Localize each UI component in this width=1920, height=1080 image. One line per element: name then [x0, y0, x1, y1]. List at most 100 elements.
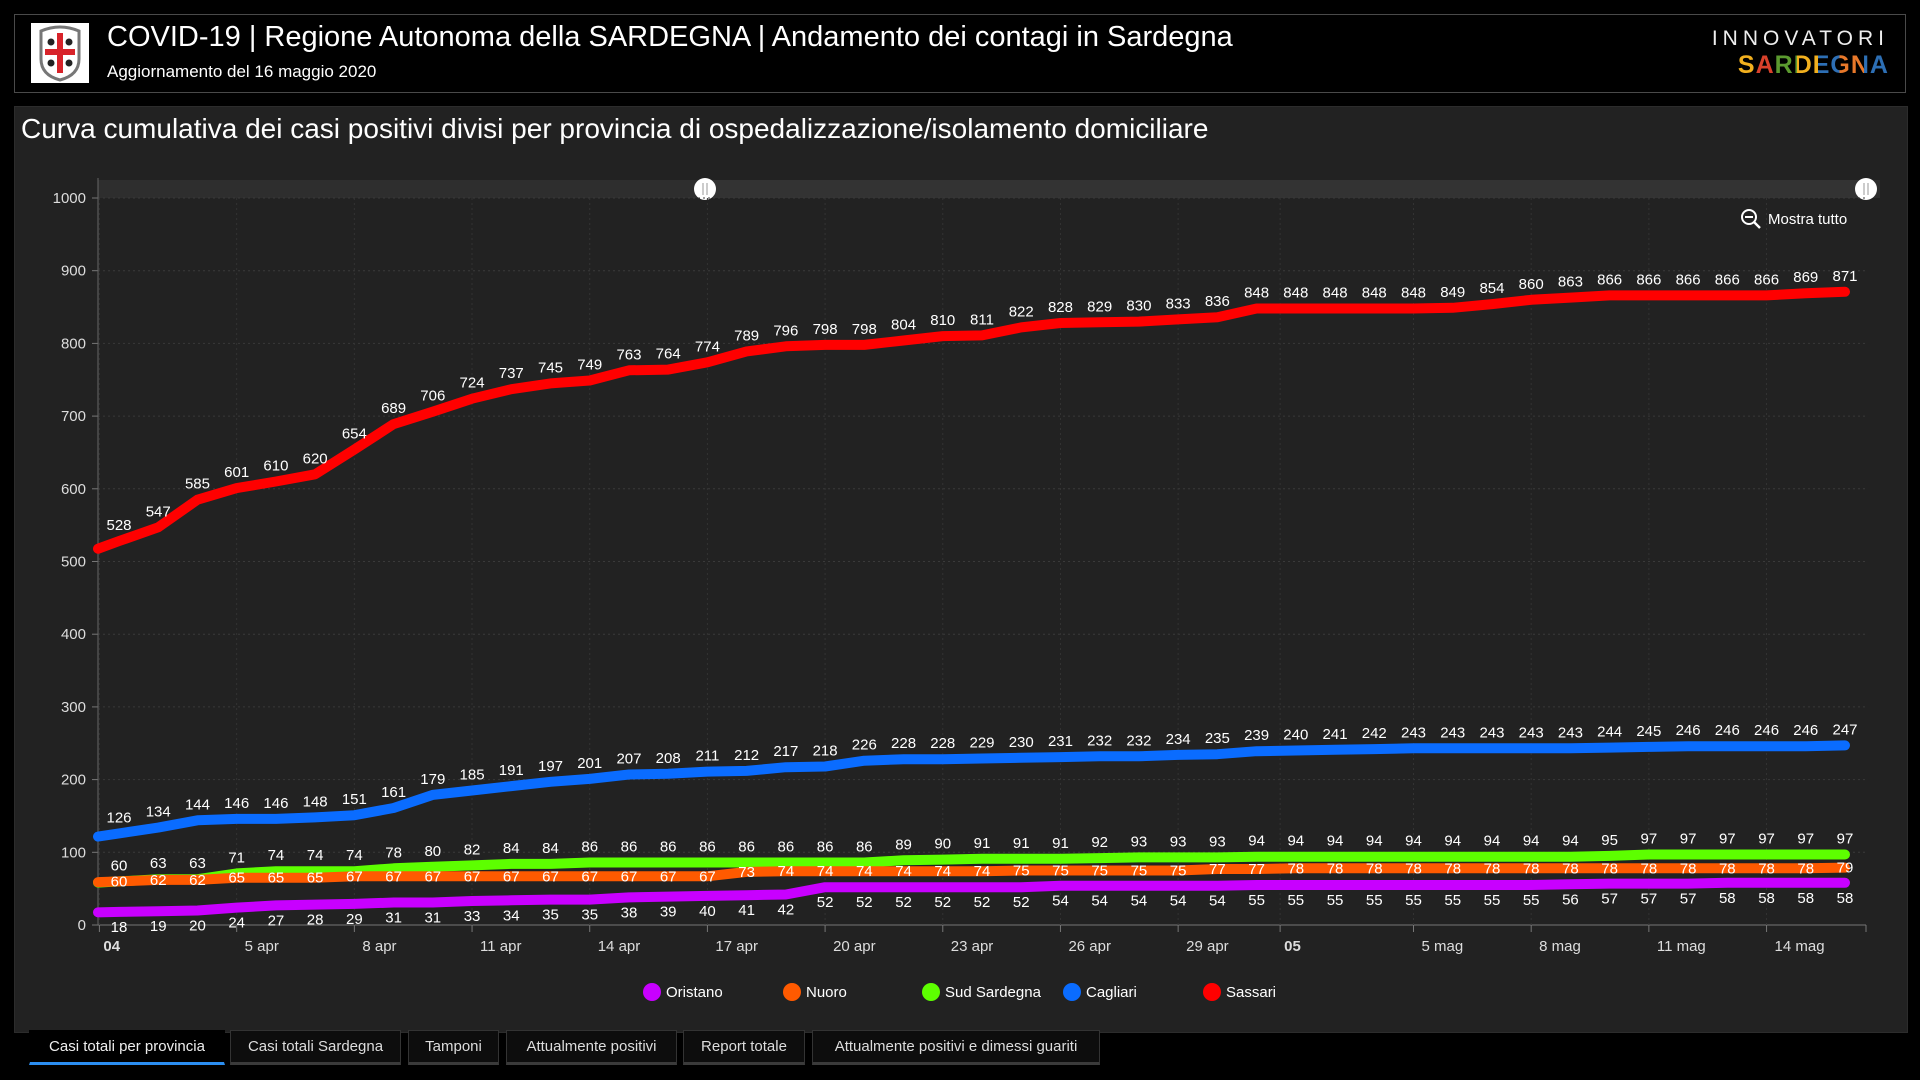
data-label-oristano: 57 — [1680, 891, 1697, 908]
data-label-nuoro: 74 — [817, 863, 834, 880]
range-slider-handle-left[interactable] — [694, 178, 716, 200]
data-label-nuoro: 78 — [1523, 860, 1540, 877]
data-label-nuoro: 75 — [1170, 863, 1187, 880]
data-label-sud-sardegna: 94 — [1562, 833, 1579, 850]
x-tick-label: 20 apr — [833, 938, 876, 955]
data-label-sassari: 848 — [1244, 285, 1269, 302]
data-label-oristano: 41 — [738, 902, 755, 919]
data-label-sud-sardegna: 86 — [699, 839, 716, 856]
data-label-cagliari: 243 — [1558, 724, 1583, 741]
data-label-oristano: 52 — [817, 894, 834, 911]
tab-tamponi[interactable]: Tamponi — [408, 1030, 499, 1065]
data-label-oristano: 38 — [621, 904, 638, 921]
legend-item-cagliari[interactable]: Cagliari — [1063, 983, 1137, 1001]
data-label-nuoro: 79 — [1837, 860, 1854, 877]
data-label-cagliari: 146 — [263, 795, 288, 812]
data-label-sud-sardegna: 93 — [1131, 833, 1148, 850]
data-label-cagliari: 212 — [734, 747, 759, 764]
data-label-cagliari: 239 — [1244, 727, 1269, 744]
data-label-nuoro: 75 — [1013, 863, 1030, 880]
data-label-cagliari: 229 — [969, 735, 994, 752]
data-label-sud-sardegna: 94 — [1248, 833, 1265, 850]
data-label-sassari: 601 — [224, 464, 249, 481]
tab-casi-totali-sardegna[interactable]: Casi totali Sardegna — [230, 1030, 401, 1065]
tab-casi-totali-per-provincia[interactable]: Casi totali per provincia — [29, 1030, 225, 1065]
data-label-sassari: 585 — [185, 476, 210, 493]
data-label-oristano: 55 — [1444, 892, 1461, 909]
data-label-oristano: 55 — [1366, 892, 1383, 909]
data-label-sassari: 724 — [460, 375, 485, 392]
y-tick-label: 100 — [61, 844, 86, 861]
series-line-sud-sardegna[interactable] — [93, 849, 1850, 888]
show-all-button[interactable]: Mostra tutto — [1740, 208, 1847, 230]
tab-attualmente-positivi[interactable]: Attualmente positivi — [506, 1030, 677, 1065]
data-label-sassari: 796 — [773, 322, 798, 339]
data-label-sassari: 654 — [342, 426, 367, 443]
x-tick-label: 11 mag — [1657, 938, 1706, 955]
series-line-sassari[interactable] — [93, 286, 1850, 554]
data-label-sassari: 804 — [891, 317, 916, 334]
series-line-cagliari[interactable] — [93, 740, 1850, 842]
data-label-sud-sardegna: 94 — [1523, 833, 1540, 850]
y-tick-label: 600 — [61, 481, 86, 498]
data-label-oristano: 55 — [1484, 892, 1501, 909]
x-tick-label: 04 — [103, 938, 120, 955]
x-tick-label: 14 apr — [598, 938, 641, 955]
data-label-oristano: 54 — [1091, 893, 1108, 910]
data-label-sud-sardegna: 93 — [1170, 833, 1187, 850]
data-label-cagliari: 211 — [695, 748, 719, 765]
series-line-oristano[interactable] — [93, 877, 1850, 918]
data-label-nuoro: 65 — [228, 870, 245, 887]
data-label-sassari: 798 — [813, 321, 838, 338]
data-label-oristano: 20 — [189, 918, 206, 935]
data-label-oristano: 40 — [699, 903, 716, 920]
data-label-oristano: 35 — [542, 907, 559, 924]
data-label-nuoro: 75 — [1091, 863, 1108, 880]
range-slider-handle-right[interactable] — [1855, 178, 1877, 200]
data-label-cagliari: 201 — [577, 755, 602, 772]
legend-item-nuoro[interactable]: Nuoro — [783, 983, 847, 1001]
data-label-sassari: 774 — [695, 338, 720, 355]
data-label-sud-sardegna: 86 — [738, 839, 755, 856]
legend-item-sud-sardegna[interactable]: Sud Sardegna — [922, 983, 1041, 1001]
data-label-cagliari: 228 — [891, 735, 916, 752]
legend-item-sassari[interactable]: Sassari — [1203, 983, 1276, 1001]
data-label-oristano: 56 — [1562, 891, 1579, 908]
data-label-cagliari: 243 — [1401, 724, 1426, 741]
data-label-cagliari: 146 — [224, 795, 249, 812]
brand-bottom-text: SARDEGNA — [1712, 51, 1889, 80]
data-label-cagliari: 207 — [616, 751, 641, 768]
series-line-nuoro[interactable] — [93, 862, 1850, 888]
data-label-nuoro: 67 — [660, 868, 677, 885]
header: COVID-19 | Regione Autonoma della SARDEG… — [14, 14, 1906, 93]
data-label-sud-sardegna: 74 — [268, 847, 285, 864]
chart-legend: Oristano Nuoro Sud Sardegna Cagliari Sassari — [0, 983, 1920, 1005]
tab-attualmente-positivi-e-dimessi-guariti[interactable]: Attualmente positivi e dimessi guariti — [812, 1030, 1100, 1065]
data-label-oristano: 58 — [1837, 890, 1854, 907]
data-label-oristano: 24 — [228, 915, 245, 932]
x-tick-label: 26 apr — [1068, 938, 1111, 955]
data-label-nuoro: 78 — [1641, 860, 1658, 877]
x-tick-label: 5 mag — [1422, 938, 1464, 955]
tab-report-totale[interactable]: Report totale — [683, 1030, 805, 1065]
data-label-cagliari: 234 — [1166, 731, 1191, 748]
x-tick-label: 11 apr — [480, 938, 521, 955]
y-tick-label: 1000 — [53, 190, 86, 207]
legend-item-oristano[interactable]: Oristano — [643, 983, 723, 1001]
data-label-oristano: 55 — [1405, 892, 1422, 909]
data-label-sassari: 866 — [1597, 271, 1622, 288]
data-label-cagliari: 246 — [1793, 722, 1818, 739]
data-label-oristano: 31 — [424, 910, 441, 927]
data-label-oristano: 58 — [1797, 890, 1814, 907]
chart-title: Curva cumulativa dei casi positivi divis… — [21, 113, 1209, 144]
data-label-oristano: 52 — [856, 894, 873, 911]
data-label-cagliari: 243 — [1479, 724, 1504, 741]
data-label-cagliari: 232 — [1126, 732, 1151, 749]
data-label-cagliari: 247 — [1832, 721, 1857, 738]
legend-label: Oristano — [666, 983, 723, 1001]
data-label-oristano: 33 — [464, 908, 481, 925]
data-label-oristano: 35 — [581, 907, 598, 924]
range-slider-selection[interactable] — [705, 180, 1866, 198]
data-label-sassari: 848 — [1283, 285, 1308, 302]
data-label-nuoro: 73 — [738, 864, 755, 881]
